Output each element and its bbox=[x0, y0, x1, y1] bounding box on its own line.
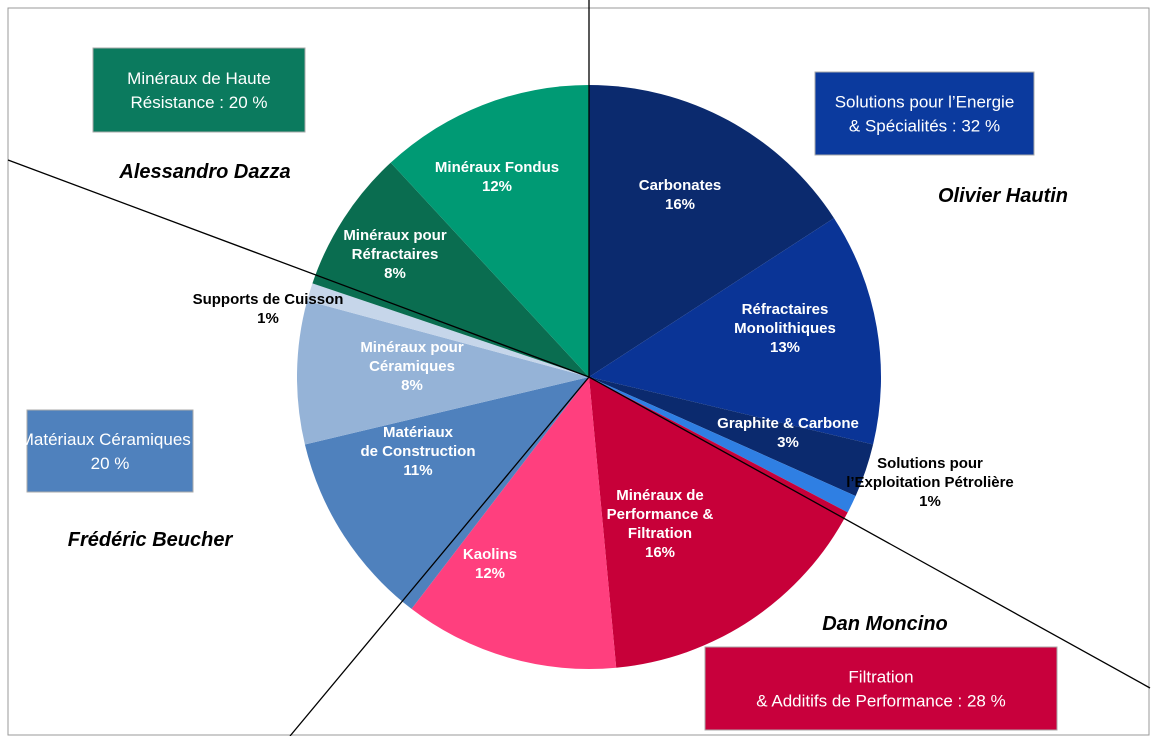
slice-value-label: 8% bbox=[384, 265, 406, 282]
pie-slice bbox=[589, 85, 834, 377]
pie-slice bbox=[312, 162, 589, 377]
slice-label: Réfractaires Monolithiques bbox=[734, 301, 836, 337]
pie-slice bbox=[589, 377, 856, 513]
group-box bbox=[704, 646, 1058, 731]
group-label: Matériaux Céramiques :20 % bbox=[20, 430, 200, 473]
slice-value-label: 1% bbox=[919, 493, 941, 510]
slice-value-label: 3% bbox=[777, 434, 799, 451]
group-label: Solutions pour l’Energie & Spécialités : … bbox=[835, 93, 1015, 136]
slice-label: Supports de Cuisson bbox=[193, 291, 344, 308]
pie-slice bbox=[589, 377, 874, 497]
group-label: Minéraux de Haute Résistance : 20 % bbox=[127, 69, 271, 112]
slice-label: Minéraux Fondus bbox=[435, 159, 559, 176]
slice-label: Minéraux de Performance & Filtration bbox=[607, 487, 714, 542]
divider-line bbox=[7, 159, 590, 378]
divider-line bbox=[588, 376, 1151, 689]
slice-value-label: 16% bbox=[645, 544, 675, 561]
slice-value-label: 8% bbox=[401, 377, 423, 394]
slice-value-label: 16% bbox=[665, 196, 695, 213]
slice-label: Kaolins bbox=[463, 546, 517, 563]
divider-line bbox=[289, 376, 590, 736]
pie-slice bbox=[390, 85, 589, 377]
manager-name: Alessandro Dazza bbox=[118, 161, 290, 183]
group-box bbox=[26, 409, 194, 493]
manager-name: Frédéric Beucher bbox=[68, 529, 234, 551]
slice-label: Minéraux pour Céramiques bbox=[360, 339, 464, 375]
slice-value-label: 13% bbox=[770, 339, 800, 356]
pie-slice bbox=[307, 283, 589, 377]
slice-label: Carbonates bbox=[639, 177, 722, 194]
group-box bbox=[92, 47, 306, 133]
pie-slice bbox=[297, 300, 589, 445]
pie-slice bbox=[589, 218, 881, 445]
group-label: Filtration & Additifs de Performance : 28… bbox=[756, 668, 1005, 711]
slice-label: Graphite & Carbone bbox=[717, 415, 859, 432]
slice-label: Solutions pour l’Exploitation Pétrolière bbox=[846, 455, 1014, 491]
frame bbox=[7, 7, 1150, 736]
slice-value-label: 1% bbox=[257, 310, 279, 327]
group-box bbox=[814, 71, 1035, 156]
slice-value-label: 11% bbox=[403, 462, 432, 479]
pie-slice bbox=[589, 377, 848, 668]
slice-label: Minéraux pour Réfractaires bbox=[343, 227, 447, 263]
pie-slice bbox=[411, 377, 617, 669]
manager-name: Olivier Hautin bbox=[938, 185, 1068, 207]
slice-label: Matériaux de Construction bbox=[361, 424, 476, 460]
pie-slice bbox=[304, 377, 589, 609]
slice-value-label: 12% bbox=[475, 565, 505, 582]
manager-name: Dan Moncino bbox=[822, 613, 948, 635]
slice-value-label: 12% bbox=[482, 178, 512, 195]
